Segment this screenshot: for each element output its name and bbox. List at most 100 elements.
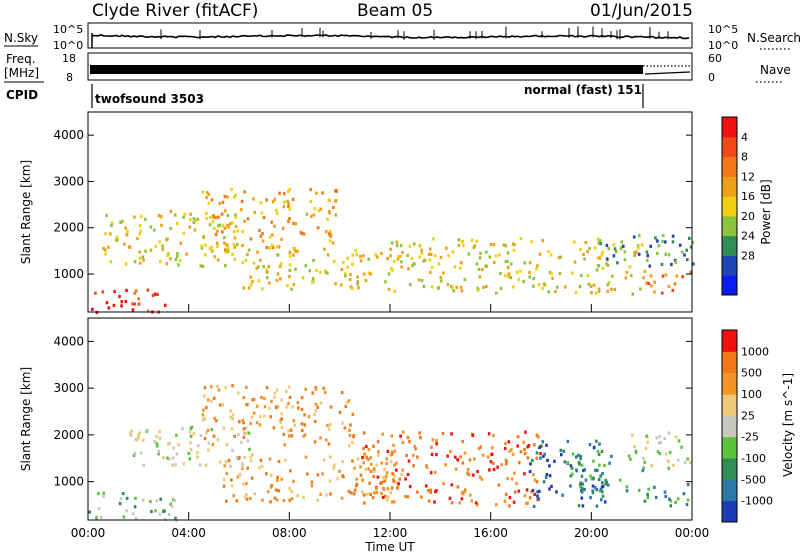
scatter-cell [674, 261, 678, 265]
scatter-cell [655, 436, 659, 440]
scatter-cell [189, 434, 193, 438]
velocity-colorbar: 1000 500 100 25 -25 -100 -500 -1000 [721, 329, 773, 523]
scatter-cell [422, 284, 426, 288]
scatter-cell [528, 496, 532, 500]
scatter-cell [169, 209, 173, 213]
scatter-cell [327, 442, 331, 446]
scatter-cell [273, 391, 277, 395]
colorbar-swatch [722, 117, 737, 138]
scatter-cell [121, 492, 125, 496]
scatter-cell [210, 428, 214, 432]
x-tick-label: 04:00 [171, 526, 206, 540]
scatter-cell [428, 247, 432, 251]
scatter-cell [332, 259, 336, 263]
scatter-cell [393, 289, 397, 294]
scatter-cell [406, 436, 410, 440]
scatter-cell [396, 255, 400, 259]
colorbar-tick-label: 500 [741, 367, 762, 380]
scatter-cell [633, 253, 636, 258]
colorbar-swatch [722, 255, 737, 276]
scatter-cell [312, 213, 316, 217]
scatter-cell [441, 431, 445, 436]
scatter-cell [146, 428, 149, 432]
scatter-cell [592, 445, 596, 449]
scatter-cell [590, 291, 593, 295]
scatter-cell [594, 291, 598, 295]
velocity-colorbar-label: Velocity [m s^-1] [781, 373, 795, 477]
scatter-cell [419, 436, 422, 440]
scatter-cell [324, 438, 328, 442]
scatter-cell [414, 447, 417, 451]
scatter-cell [597, 287, 601, 291]
scatter-cell [124, 299, 128, 304]
scatter-cell [206, 428, 210, 432]
colorbar-swatch [722, 372, 737, 395]
scatter-cell [249, 421, 252, 426]
scatter-cell [390, 434, 393, 438]
scatter-cell [579, 485, 582, 489]
scatter-cell [328, 239, 332, 243]
scatter-cell [377, 450, 380, 454]
scatter-cell [255, 421, 259, 425]
scatter-cell [242, 427, 246, 431]
scatter-cell [476, 503, 479, 507]
scatter-cell [407, 267, 410, 271]
scatter-cell [429, 471, 433, 475]
scatter-cell [538, 252, 542, 256]
scatter-cell [351, 459, 354, 463]
scatter-cell [284, 458, 287, 462]
scatter-cell [369, 456, 373, 460]
scatter-cell [292, 221, 295, 225]
scatter-cell [299, 231, 303, 235]
scatter-cell [166, 456, 169, 460]
scatter-cell [663, 490, 667, 494]
scatter-cell [623, 250, 627, 254]
scatter-cell [564, 285, 567, 289]
scatter-cell [226, 195, 229, 199]
scatter-cell [359, 254, 362, 258]
scatter-cell [453, 265, 457, 269]
scatter-cell [231, 384, 234, 388]
scatter-cell [329, 232, 333, 236]
scatter-cell [393, 500, 396, 504]
scatter-cell [233, 236, 237, 240]
scatter-cell [430, 265, 434, 270]
scatter-cell [554, 290, 557, 294]
scatter-cell [171, 463, 174, 467]
scatter-cell [271, 200, 275, 204]
scatter-cell [633, 445, 636, 449]
freq-label-line2: [MHz] [4, 66, 39, 80]
scatter-cell [453, 455, 457, 459]
scatter-cell [268, 406, 271, 410]
scatter-cell [290, 497, 294, 501]
scatter-cell [537, 497, 541, 501]
scatter-cell [390, 450, 394, 454]
scatter-cell [447, 254, 450, 258]
scatter-cell [634, 449, 638, 453]
scatter-cell [435, 442, 438, 446]
scatter-cell [543, 452, 546, 456]
scatter-cell [469, 493, 472, 497]
scatter-cell [646, 496, 650, 500]
scatter-cell [243, 456, 247, 460]
scatter-cell [481, 267, 484, 272]
scatter-cell [594, 468, 597, 472]
scatter-cell [664, 240, 667, 244]
scatter-cell [294, 267, 297, 271]
scatter-cell [512, 500, 516, 504]
scatter-cell [599, 242, 602, 246]
scatter-cell [296, 249, 299, 253]
y-tick-label: 3000 [53, 381, 84, 395]
scatter-cell [367, 467, 370, 471]
scatter-cell [267, 264, 270, 269]
scatter-cell [204, 243, 207, 247]
scatter-cell [365, 444, 368, 449]
scatter-cell [642, 466, 646, 470]
scatter-cell [268, 246, 272, 250]
scatter-cell [362, 461, 365, 465]
scatter-cell [324, 230, 328, 234]
scatter-cell [288, 268, 292, 272]
scatter-cell [227, 249, 230, 253]
scatter-cell [479, 251, 482, 255]
scatter-cell [259, 234, 263, 238]
